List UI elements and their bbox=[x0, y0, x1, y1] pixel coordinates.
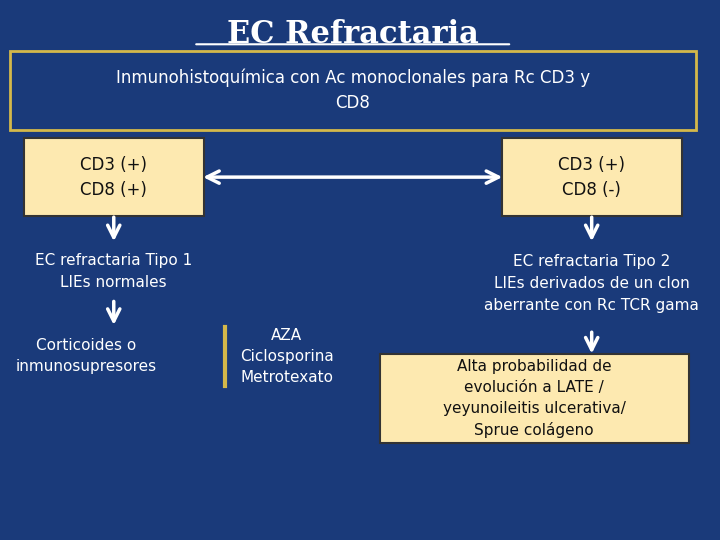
Text: Corticoides o
inmunosupresores: Corticoides o inmunosupresores bbox=[16, 339, 157, 374]
FancyBboxPatch shape bbox=[24, 138, 204, 216]
Text: EC refractaria Tipo 2
LIEs derivados de un clon
aberrante con Rc TCR gama: EC refractaria Tipo 2 LIEs derivados de … bbox=[485, 254, 699, 313]
Text: AZA
Ciclosporina
Metrotexato: AZA Ciclosporina Metrotexato bbox=[240, 328, 334, 385]
FancyBboxPatch shape bbox=[502, 138, 682, 216]
Text: Inmunohistoquímica con Ac monoclonales para Rc CD3 y
CD8: Inmunohistoquímica con Ac monoclonales p… bbox=[116, 69, 590, 112]
Text: CD3 (+)
CD8 (+): CD3 (+) CD8 (+) bbox=[80, 156, 148, 199]
Text: EC Refractaria: EC Refractaria bbox=[227, 19, 479, 50]
Text: EC refractaria Tipo 1
LIEs normales: EC refractaria Tipo 1 LIEs normales bbox=[35, 253, 192, 290]
FancyBboxPatch shape bbox=[380, 354, 688, 443]
Text: Alta probabilidad de
evolución a LATE /
yeyunoileitis ulcerativa/
Sprue colágeno: Alta probabilidad de evolución a LATE / … bbox=[443, 359, 626, 438]
Text: CD3 (+)
CD8 (-): CD3 (+) CD8 (-) bbox=[558, 156, 625, 199]
FancyBboxPatch shape bbox=[10, 51, 696, 130]
